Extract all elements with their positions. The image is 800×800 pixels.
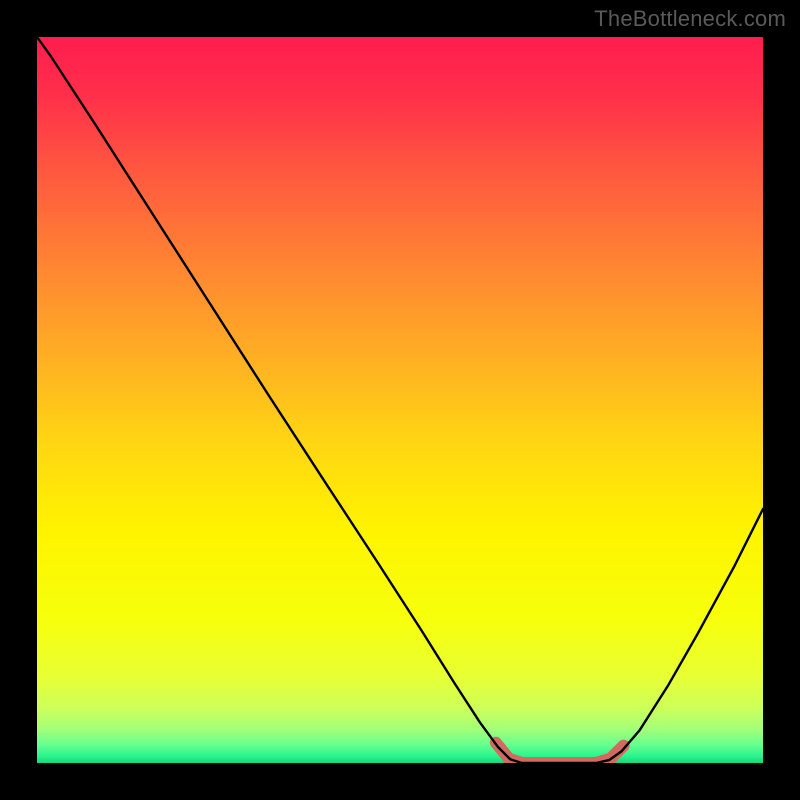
curve-layer	[37, 37, 763, 763]
watermark-label: TheBottleneck.com	[594, 6, 786, 32]
plot-area	[37, 37, 763, 763]
bottleneck-curve	[37, 37, 763, 763]
chart-stage: TheBottleneck.com	[0, 0, 800, 800]
